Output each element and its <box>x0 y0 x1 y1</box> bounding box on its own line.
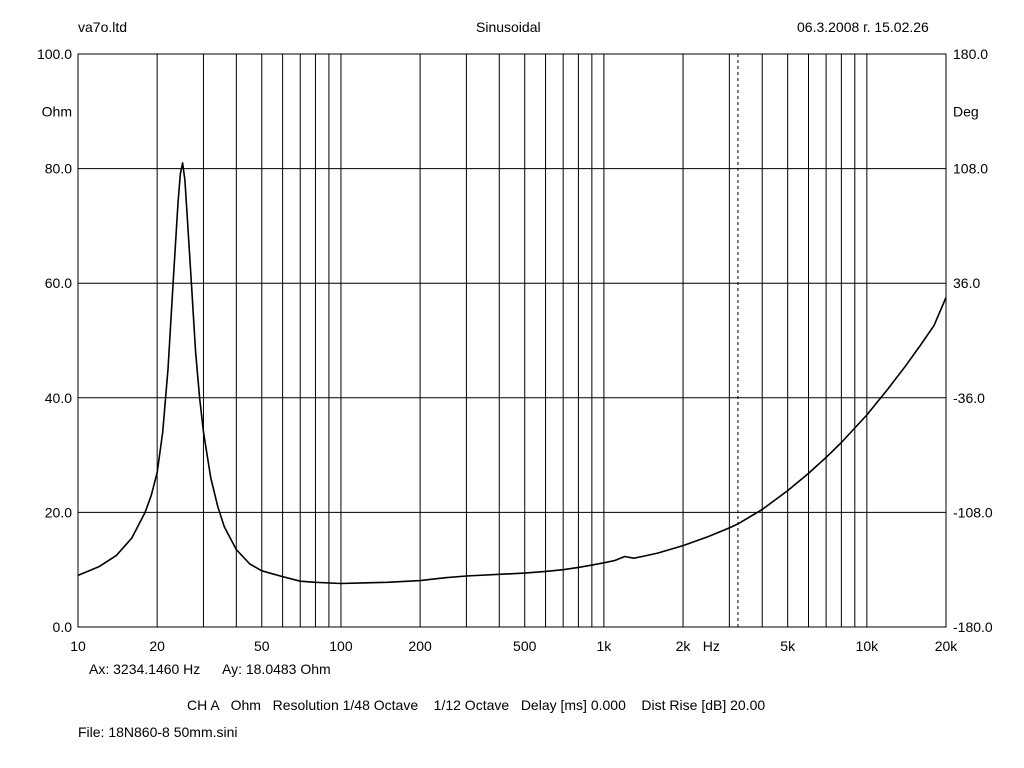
y-tick-label: 80.0 <box>45 161 72 177</box>
x-tick-label: 20 <box>149 638 165 654</box>
x-axis-unit: Hz <box>703 638 720 654</box>
y2-tick-label: 36.0 <box>953 275 980 291</box>
y-tick-label: 0.0 <box>53 619 73 635</box>
y2-tick-label: 180.0 <box>953 46 988 62</box>
cursor-y-readout: Ay: 18.0483 Ohm <box>222 661 331 677</box>
y2-tick-label: -108.0 <box>953 504 993 520</box>
cursor-x-readout: Ax: 3234.1460 Hz <box>89 661 201 677</box>
x-tick-label: 1k <box>596 638 612 654</box>
x-tick-label: 100 <box>329 638 353 654</box>
y2-tick-label: -180.0 <box>953 619 993 635</box>
x-tick-label: 5k <box>780 638 796 654</box>
header-timestamp: 06.3.2008 г. 15.02.26 <box>797 19 929 35</box>
series-layer <box>77 162 947 585</box>
header-left: va7o.ltd <box>78 19 128 35</box>
y-axis-unit: Ohm <box>42 103 72 119</box>
x-tick-label: 200 <box>408 638 432 654</box>
x-tick-label: 50 <box>254 638 270 654</box>
x-tick-label: 20k <box>935 638 959 654</box>
y-tick-label: 60.0 <box>45 275 72 291</box>
plot-frame <box>77 53 947 628</box>
tick-labels: 0.0 20.0 40.0 60.0 80.0 100.0 -180.0 -108.0 -36.… <box>37 46 993 654</box>
x-tick-label: 2k <box>676 638 692 654</box>
y-tick-label: 100.0 <box>37 46 72 62</box>
x-tick-label: 500 <box>513 638 537 654</box>
y2-tick-label: 108.0 <box>953 161 988 177</box>
impedance-curve <box>77 162 947 585</box>
x-tick-label: 10 <box>70 638 86 654</box>
chart-title: Sinusoidal <box>476 19 541 35</box>
y2-tick-label: -36.0 <box>953 390 985 406</box>
x-tick-label: 10k <box>856 638 880 654</box>
y2-axis-unit: Deg <box>953 103 979 119</box>
grid <box>78 54 946 627</box>
y-tick-label: 20.0 <box>45 504 72 520</box>
settings-line: CH A Ohm Resolution 1/48 Octave 1/12 Oct… <box>187 697 766 713</box>
file-line: File: 18N860-8 50mm.sini <box>78 724 238 740</box>
y-tick-label: 40.0 <box>45 390 72 406</box>
